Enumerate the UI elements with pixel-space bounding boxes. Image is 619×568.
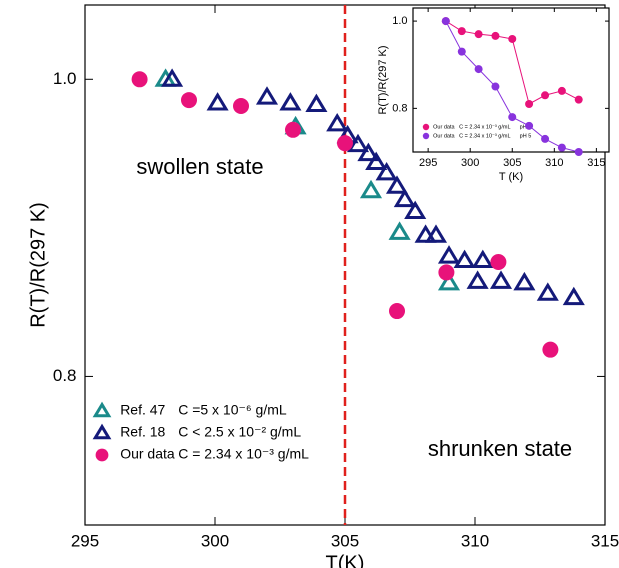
x-tick-label: 305 [503,157,521,169]
marker-triangle [388,221,411,240]
marker-triangle [375,161,398,181]
marker-triangle [437,245,461,264]
y-tick-label: 1.0 [53,69,77,88]
y-axis-label: R(T)/R(297 K) [27,202,49,328]
marker-triangle [424,224,448,243]
marker-circle [422,123,430,131]
marker-triangle [161,68,184,87]
marker-triangle [359,179,383,199]
x-tick-label: 315 [591,531,619,550]
marker-triangle [404,200,427,220]
y-tick-label: 0.8 [53,366,77,385]
marker-triangle [385,175,409,194]
marker-triangle [357,142,380,162]
marker-circle [557,86,566,95]
legend-concentration: C = 2.34 x 10⁻³ g/mL [459,133,510,139]
y-tick-label: 0.8 [392,102,407,114]
legend-concentration: C =5 x 10⁻⁶ g/mL [178,402,287,418]
marker-circle [95,448,109,462]
x-tick-label: 300 [201,531,229,550]
legend-concentration: C = 2.34 x 10⁻³ g/mL [178,446,309,462]
marker-triangle [489,270,513,289]
legend-label: Ref. 18 [120,424,165,440]
marker-triangle [279,92,302,111]
marker-circle [525,100,534,108]
marker-triangle [466,270,489,289]
marker-triangle [471,249,494,269]
x-tick-label: 300 [461,157,479,169]
annotation: swollen state [136,154,263,179]
x-tick-label: 315 [587,157,605,169]
legend-condition: pH 5 [520,133,532,139]
marker-triangle [92,401,112,418]
marker-circle [438,264,455,281]
legend-concentration: C = 2.34 x 10⁻³ g/mL [459,124,510,130]
marker-circle [490,254,507,271]
marker-triangle [365,151,388,170]
marker-circle [574,148,583,156]
marker-triangle [536,282,559,301]
marker-triangle [305,93,328,113]
marker-circle [525,121,534,130]
marker-triangle [513,271,536,291]
marker-circle [285,121,301,138]
x-axis-label: T(K) [326,552,365,568]
x-axis-label: T (K) [499,171,523,183]
marker-circle [557,143,566,152]
marker-circle [337,135,353,152]
y-axis-label: R(T)/R(297 K) [377,45,389,114]
marker-circle [541,134,550,143]
marker-triangle [206,92,229,111]
legend-label: Ref. 47 [120,402,165,418]
plot-frame [412,7,610,153]
x-tick-label: 295 [419,157,437,169]
x-tick-label: 310 [461,531,489,550]
marker-triangle [255,86,279,105]
marker-circle [491,82,500,91]
marker-circle [441,17,450,26]
marker-triangle [92,423,112,440]
marker-circle [474,30,483,39]
annotation: shrunken state [428,436,572,461]
marker-circle [389,303,405,320]
marker-circle [457,47,466,56]
marker-triangle [346,133,370,153]
marker-triangle [437,271,461,291]
marker-circle [508,34,517,43]
legend-label: Our data [433,133,455,139]
x-tick-label: 310 [545,157,563,169]
marker-circle [541,91,550,100]
marker-circle [542,341,559,358]
marker-circle [508,113,517,122]
marker-circle [457,27,466,36]
x-tick-label: 305 [331,531,359,550]
marker-circle [574,95,583,104]
x-tick-label: 295 [71,531,99,550]
legend-label: Our data [120,446,175,462]
marker-triangle [562,286,585,306]
marker-circle [131,71,148,88]
marker-triangle [453,249,476,269]
marker-circle [422,132,430,140]
marker-circle [474,65,483,74]
marker-circle [181,92,197,109]
y-tick-label: 1.0 [392,15,407,27]
legend-concentration: C < 2.5 x 10⁻² g/mL [178,424,301,440]
marker-circle [491,31,500,40]
legend-label: Our data [433,124,455,130]
marker-triangle [414,224,437,243]
marker-triangle [326,112,349,132]
marker-triangle [393,188,416,208]
marker-circle [233,98,249,115]
